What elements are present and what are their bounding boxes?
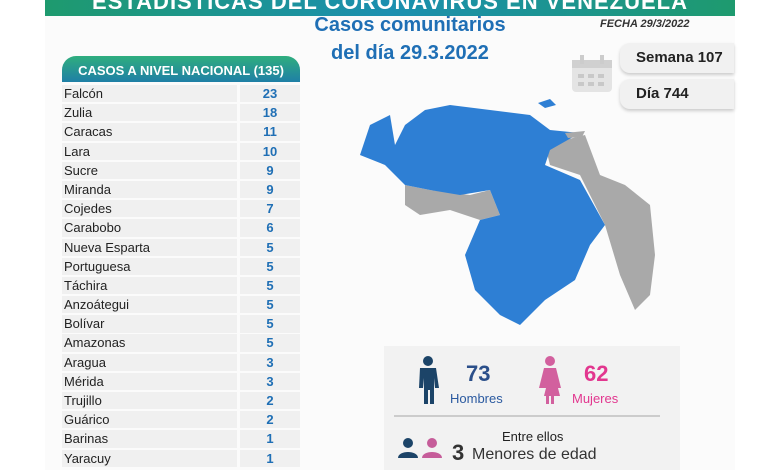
divider [394,415,660,417]
minors-count: 3 [452,440,465,465]
title-line2: del día 29.3.2022 [331,42,489,64]
table-row: Lara 10 [62,142,300,160]
table-row: Guárico 2 [62,411,300,429]
case-count: 3 [240,353,300,371]
state-name: Bolívar [62,315,237,333]
state-name: Cojedes [62,200,237,218]
table-row: Caracas 11 [62,123,300,141]
case-count: 3 [240,372,300,391]
table-row: Táchira 5 [62,276,300,295]
minors-label: Menores de edad [472,446,597,463]
table-row: Zulia 18 [62,104,300,122]
state-name: Amazonas [62,334,237,352]
state-name: Carabobo [62,219,237,237]
case-count: 1 [240,430,300,448]
title-line1: Casos comunitarios [314,14,506,36]
state-name: Portuguesa [62,257,237,275]
map-region-blue [360,105,605,325]
table-row: Barinas 1 [62,430,300,448]
women-label: Mujeres [572,391,619,406]
case-count: 5 [240,296,300,314]
case-count: 23 [240,85,300,103]
map-island-margarita [538,99,556,108]
header-banner: ESTADÍSTICAS DEL CORONAVIRUS EN VENEZUEL… [45,0,735,16]
case-count: 6 [240,219,300,237]
day-badge: Día 744 [620,79,734,109]
state-name: Mérida [62,372,237,391]
state-name: Lara [62,142,237,160]
map-island-grey [565,131,585,138]
table-row: Anzoátegui 5 [62,296,300,314]
state-name: Miranda [62,180,237,199]
state-name: Sucre [62,161,237,180]
map-region-grey-east [545,135,655,310]
table-row: Nueva Esparta 5 [62,238,300,256]
man-icon [419,356,439,404]
table-row: Yaracuy 1 [62,449,300,467]
case-count: 2 [240,392,300,410]
case-count: 5 [240,238,300,256]
men-label: Hombres [450,391,503,406]
table-row: Aragua 3 [62,353,300,371]
case-count: 11 [240,123,300,141]
banner-title: ESTADÍSTICAS DEL CORONAVIRUS EN VENEZUEL… [92,0,688,14]
table-row: Carabobo 6 [62,219,300,237]
woman-icon [539,356,561,404]
state-name: Yaracuy [62,449,237,467]
table-row: Bolívar 5 [62,315,300,333]
state-name: Guárico [62,411,237,429]
table-row: Mérida 3 [62,372,300,391]
table-row: Falcón 23 [62,85,300,103]
state-name: Zulia [62,104,237,122]
case-count: 9 [240,180,300,199]
case-count: 7 [240,200,300,218]
case-count: 5 [240,276,300,295]
men-count: 73 [466,361,491,386]
case-count: 5 [240,315,300,333]
table-row: Cojedes 7 [62,200,300,218]
case-count: 10 [240,142,300,160]
state-name: Trujillo [62,392,237,410]
state-name: Caracas [62,123,237,141]
state-name: Aragua [62,353,237,371]
table-row: Portuguesa 5 [62,257,300,275]
state-name: Táchira [62,276,237,295]
entre-ellos-label: Entre ellos [502,429,564,444]
week-badge: Semana 107 [620,43,734,73]
venezuela-map [360,99,655,325]
case-count: 9 [240,161,300,180]
table-row: Amazonas 5 [62,334,300,352]
calendar-icon [572,55,612,92]
table-header: CASOS A NIVEL NACIONAL (135) [62,56,300,82]
state-name: Barinas [62,430,237,448]
table-row: Sucre 9 [62,161,300,180]
case-count: 1 [240,449,300,467]
map-region-grey-west [405,185,500,220]
minors-icon [398,438,442,458]
state-name: Nueva Esparta [62,238,237,256]
table-row: Miranda 9 [62,180,300,199]
state-name: Anzoátegui [62,296,237,314]
date-label: FECHA 29/3/2022 [600,18,690,30]
state-name: Falcón [62,85,237,103]
case-count: 2 [240,411,300,429]
women-count: 62 [584,361,609,386]
table-row: Trujillo 2 [62,392,300,410]
demographics-panel: 73 Hombres 62 Mujeres Entre ellos 3 Meno… [384,346,680,470]
case-count: 5 [240,257,300,275]
case-count: 5 [240,334,300,352]
case-count: 18 [240,104,300,122]
cases-table: Falcón 23 Zulia 18 Caracas 11 Lara 10 Sucre 9 Mira… [62,85,300,469]
